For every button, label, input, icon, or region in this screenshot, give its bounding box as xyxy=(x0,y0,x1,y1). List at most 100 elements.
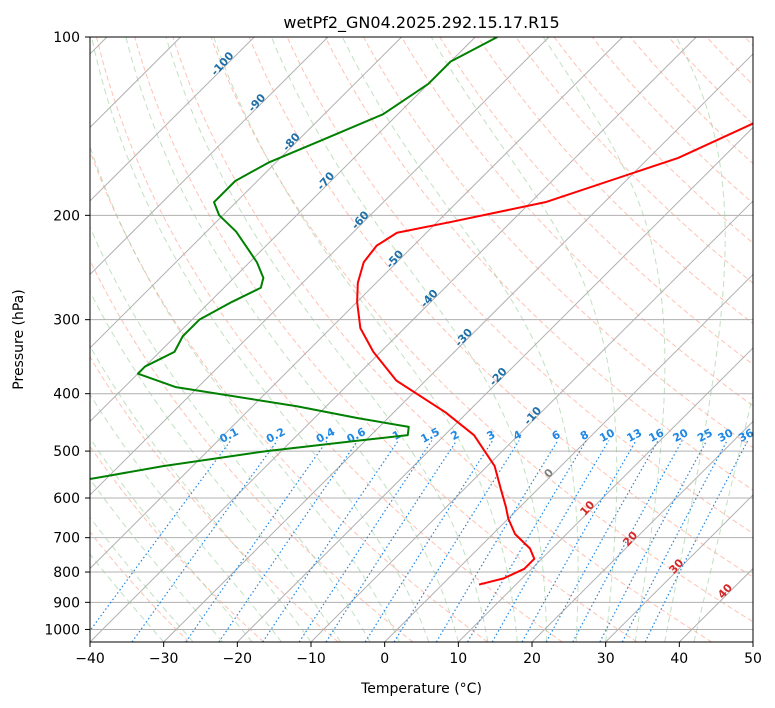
moist-adiabat-line xyxy=(693,392,753,642)
isotherm-line xyxy=(457,347,753,642)
isotherm-line xyxy=(605,494,753,642)
x-tick-label: −30 xyxy=(149,651,179,667)
mixing-ratio-line xyxy=(545,440,659,642)
moist-adiabat-line xyxy=(90,290,341,642)
dry-adiabat-line xyxy=(400,37,753,407)
moist-adiabat-line xyxy=(90,226,371,642)
mixing-ratio-line xyxy=(393,440,520,642)
mixing-ratio-label: 13 xyxy=(625,426,645,445)
mixing-ratio-line xyxy=(572,440,683,642)
mixing-ratio-line xyxy=(262,440,399,642)
isopleth-labels: 0.1 0.2 0.4 0.6 1 1.5 2 3 4 6 8 10 13 16 20 25 30 36-100-… xyxy=(208,49,756,601)
x-tick-label: 20 xyxy=(523,651,541,667)
dry-adiabat-line xyxy=(90,259,414,642)
moist-adiabat-line xyxy=(165,37,489,642)
y-tick-label: 900 xyxy=(53,595,80,611)
dry-adiabat-label: -70 xyxy=(314,169,337,193)
moist-adiabat-line xyxy=(125,37,459,642)
x-tick-label: 30 xyxy=(597,651,615,667)
dry-adiabat-line xyxy=(90,355,339,642)
moist-adiabat-label: 0 xyxy=(541,466,556,481)
mixing-ratio-line xyxy=(599,440,708,642)
mixing-ratio-line xyxy=(90,440,232,632)
mixing-ratio-label: 1.5 xyxy=(419,425,442,446)
isotherm-line xyxy=(384,273,753,642)
moist-adiabat-label: 40 xyxy=(715,581,735,601)
x-axis-label: Temperature (°C) xyxy=(360,681,482,697)
moist-adiabat-line xyxy=(90,553,165,642)
dry-adiabat-line xyxy=(248,37,753,578)
moist-adiabat-line xyxy=(90,437,253,642)
isotherm-line xyxy=(310,200,753,642)
dry-adiabat-label: -60 xyxy=(349,208,372,232)
isotherm-line xyxy=(531,420,753,642)
mixing-ratio-label: 8 xyxy=(578,428,591,443)
mixing-ratio-line xyxy=(218,440,359,642)
dewpoint-profile xyxy=(90,37,498,480)
isotherm-line xyxy=(163,53,753,642)
moist-adiabat-line xyxy=(270,37,548,642)
plot-area xyxy=(90,24,775,642)
mixing-ratio-line xyxy=(644,440,749,642)
x-tick-label: −40 xyxy=(75,651,105,667)
dry-adiabat-label: -40 xyxy=(418,287,441,311)
isotherm-line xyxy=(90,37,697,642)
x-tick-label: 50 xyxy=(744,651,762,667)
dry-adiabat-line xyxy=(705,37,753,86)
mixing-ratio-line xyxy=(185,440,328,642)
mixing-ratio-label: 16 xyxy=(647,426,667,445)
y-tick-label: 800 xyxy=(53,565,80,581)
mixing-ratio-label: 20 xyxy=(671,426,691,445)
moist-adiabat-line xyxy=(91,37,430,642)
mixing-ratio-label: 6 xyxy=(550,428,563,443)
moist-adiabat-line xyxy=(90,393,282,642)
dry-adiabat-label: -50 xyxy=(383,247,406,271)
isotherm-line xyxy=(90,37,623,570)
mixing-ratio-line xyxy=(325,440,458,642)
y-tick-label: 200 xyxy=(53,208,80,224)
axes: −40 −30 −20 −10 0 10 20 30 40 5010020030040050060… xyxy=(44,30,762,667)
y-tick-label: 600 xyxy=(53,491,80,507)
isotherm-line xyxy=(90,37,329,276)
y-tick-label: 500 xyxy=(53,444,80,460)
mixing-ratio-label: 0.2 xyxy=(264,425,287,446)
mixing-ratio-line xyxy=(621,440,728,642)
mixing-ratio-line xyxy=(364,440,494,642)
x-tick-label: 0 xyxy=(380,651,389,667)
y-tick-label: 1000 xyxy=(44,622,80,638)
dry-adiabat-label: -20 xyxy=(487,365,510,389)
dry-adiabat-line xyxy=(134,37,638,642)
mixing-ratio-line xyxy=(131,440,278,642)
dry-adiabat-line xyxy=(515,37,753,284)
dry-adiabat-line xyxy=(770,24,775,642)
mixing-ratio-line xyxy=(521,440,637,642)
isotherm-line xyxy=(90,37,476,423)
dry-adiabat-label: -100 xyxy=(208,49,236,78)
dry-adiabat-line xyxy=(90,531,190,642)
dry-adiabat-line xyxy=(477,37,753,325)
y-tick-label: 300 xyxy=(53,313,80,329)
x-tick-label: 40 xyxy=(670,651,688,667)
dry-adiabat-line xyxy=(172,37,713,642)
mixing-ratio-label: 25 xyxy=(695,426,715,445)
moist-adiabat-line xyxy=(90,516,194,642)
dry-adiabat-label: -90 xyxy=(245,91,268,115)
dry-adiabat-line xyxy=(439,37,753,366)
isotherm-line xyxy=(90,37,550,496)
y-tick-label: 100 xyxy=(53,30,80,46)
isotherm-line xyxy=(678,567,753,642)
x-tick-label: −10 xyxy=(296,651,326,667)
moist-adiabat-line xyxy=(542,37,666,642)
isotherm-line xyxy=(90,37,402,349)
y-tick-label: 700 xyxy=(53,531,80,547)
mixing-ratio-label: 30 xyxy=(716,426,736,445)
mixing-ratio-label: 10 xyxy=(597,426,617,445)
dry-adiabat-line xyxy=(591,37,753,204)
y-tick-label: 400 xyxy=(53,387,80,403)
x-tick-label: −20 xyxy=(223,651,253,667)
plot-frame xyxy=(89,36,754,643)
mixing-ratio-label: 36 xyxy=(736,426,756,445)
mixing-ratio-line xyxy=(298,440,433,642)
moist-adiabat-line xyxy=(430,37,618,642)
